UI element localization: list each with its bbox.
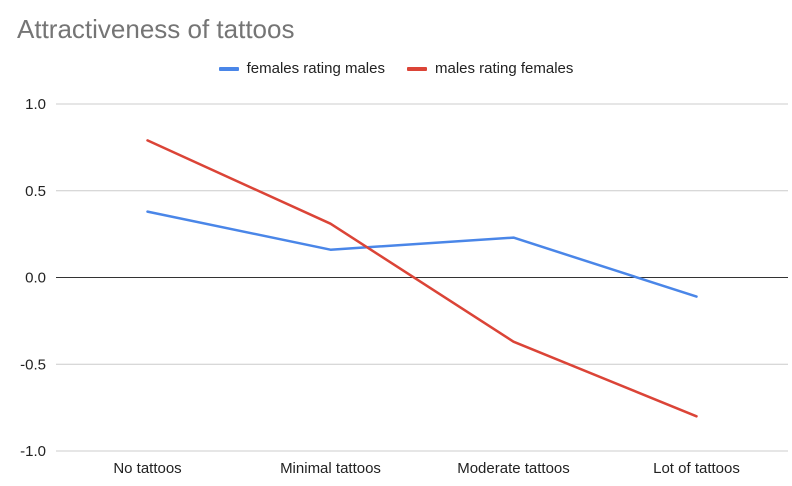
series-line-1[interactable] (146, 139, 698, 418)
x-tick-label: Minimal tattoos (280, 460, 381, 477)
series-line-0[interactable] (146, 210, 698, 298)
legend-swatch-blue (218, 66, 239, 71)
x-tick-label: Lot of tattoos (653, 460, 740, 477)
x-tick-label: Moderate tattoos (457, 460, 570, 477)
axis-label-layer: 1.0 0.5 0.0 -0.5 -1.0 No tattoos Minimal tatto… (20, 96, 740, 477)
legend-item-females-rating-males[interactable]: females rating males (218, 60, 385, 77)
grid-layer (56, 103, 788, 452)
y-tick-label: -1.0 (20, 443, 46, 460)
y-tick-label: 0.0 (25, 270, 46, 287)
y-tick-label: -0.5 (20, 356, 46, 373)
legend-label: males rating females (435, 60, 574, 77)
legend-swatch-red (407, 66, 427, 71)
series-layer (146, 139, 698, 418)
y-tick-label: 1.0 (25, 96, 46, 113)
legend-item-males-rating-females[interactable]: males rating females (407, 60, 573, 77)
legend-label: females rating males (246, 60, 385, 77)
x-tick-label: No tattoos (113, 460, 181, 477)
legend: females rating males males rating female… (0, 60, 792, 77)
chart-title: Attractiveness of tattoos (17, 14, 295, 44)
y-tick-label: 0.5 (25, 183, 46, 200)
